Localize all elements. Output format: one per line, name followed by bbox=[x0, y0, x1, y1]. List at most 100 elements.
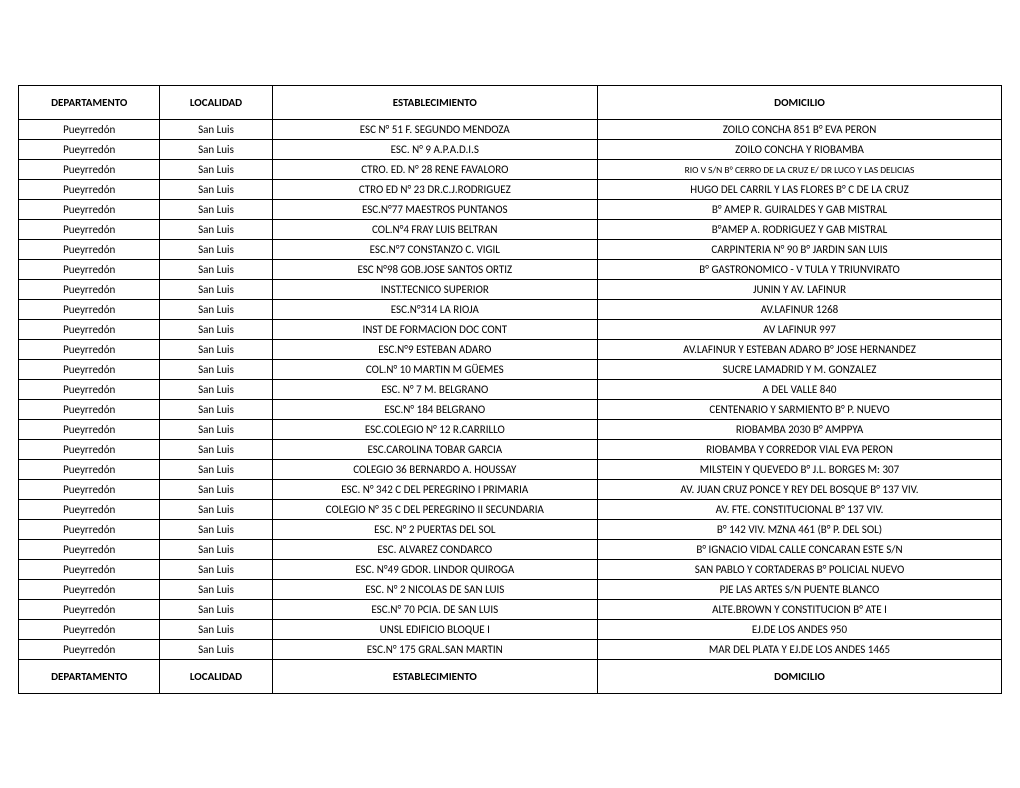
header-domicilio: DOMICILIO bbox=[598, 86, 1002, 120]
cell-departamento: Pueyrredón bbox=[19, 360, 160, 380]
cell-domicilio: MAR DEL PLATA Y EJ.DE LOS ANDES 1465 bbox=[598, 640, 1002, 660]
table-row: PueyrredónSan LuisINST.TECNICO SUPERIORJ… bbox=[19, 280, 1002, 300]
cell-establecimiento: ESC.N° 175 GRAL.SAN MARTIN bbox=[272, 640, 597, 660]
cell-domicilio: RIO V S/N B° CERRO DE LA CRUZ E/ DR LUCO… bbox=[598, 160, 1002, 180]
cell-departamento: Pueyrredón bbox=[19, 540, 160, 560]
cell-establecimiento: ESC.COLEGIO N° 12 R.CARRILLO bbox=[272, 420, 597, 440]
table-row: PueyrredónSan LuisCOLEGIO N° 35 C DEL PE… bbox=[19, 500, 1002, 520]
cell-departamento: Pueyrredón bbox=[19, 260, 160, 280]
cell-localidad: San Luis bbox=[160, 520, 272, 540]
cell-establecimiento: ESC. N° 342 C DEL PEREGRINO I PRIMARIA bbox=[272, 480, 597, 500]
data-table: DEPARTAMENTO LOCALIDAD ESTABLECIMIENTO D… bbox=[18, 85, 1002, 694]
footer-row: DEPARTAMENTO LOCALIDAD ESTABLECIMIENTO D… bbox=[19, 660, 1002, 694]
table-row: PueyrredónSan LuisESC. N° 2 PUERTAS DEL … bbox=[19, 520, 1002, 540]
cell-departamento: Pueyrredón bbox=[19, 640, 160, 660]
header-localidad: LOCALIDAD bbox=[160, 86, 272, 120]
cell-departamento: Pueyrredón bbox=[19, 200, 160, 220]
cell-departamento: Pueyrredón bbox=[19, 560, 160, 580]
cell-departamento: Pueyrredón bbox=[19, 460, 160, 480]
cell-localidad: San Luis bbox=[160, 640, 272, 660]
cell-departamento: Pueyrredón bbox=[19, 440, 160, 460]
cell-domicilio: AV.LAFINUR 1268 bbox=[598, 300, 1002, 320]
cell-domicilio: B° AMEP R. GUIRALDES Y GAB MISTRAL bbox=[598, 200, 1002, 220]
cell-localidad: San Luis bbox=[160, 620, 272, 640]
table-row: PueyrredónSan LuisCOL.N°4 FRAY LUIS BELT… bbox=[19, 220, 1002, 240]
header-row: DEPARTAMENTO LOCALIDAD ESTABLECIMIENTO D… bbox=[19, 86, 1002, 120]
cell-domicilio: PJE LAS ARTES S/N PUENTE BLANCO bbox=[598, 580, 1002, 600]
table-footer: DEPARTAMENTO LOCALIDAD ESTABLECIMIENTO D… bbox=[19, 660, 1002, 694]
cell-establecimiento: ESC.N°77 MAESTROS PUNTANOS bbox=[272, 200, 597, 220]
table-row: PueyrredónSan LuisESC.N° 70 PCIA. DE SAN… bbox=[19, 600, 1002, 620]
cell-departamento: Pueyrredón bbox=[19, 180, 160, 200]
cell-domicilio: B° IGNACIO VIDAL CALLE CONCARAN ESTE S/N bbox=[598, 540, 1002, 560]
cell-domicilio: ZOILO CONCHA Y RIOBAMBA bbox=[598, 140, 1002, 160]
cell-localidad: San Luis bbox=[160, 120, 272, 140]
cell-establecimiento: COLEGIO 36 BERNARDO A. HOUSSAY bbox=[272, 460, 597, 480]
table-row: PueyrredónSan LuisCOL.N° 10 MARTIN M GÜE… bbox=[19, 360, 1002, 380]
footer-localidad: LOCALIDAD bbox=[160, 660, 272, 694]
cell-domicilio: AV LAFINUR 997 bbox=[598, 320, 1002, 340]
cell-localidad: San Luis bbox=[160, 300, 272, 320]
cell-establecimiento: INST DE FORMACION DOC CONT bbox=[272, 320, 597, 340]
table-row: PueyrredónSan LuisESC.N°314 LA RIOJAAV.L… bbox=[19, 300, 1002, 320]
cell-localidad: San Luis bbox=[160, 460, 272, 480]
cell-establecimiento: UNSL EDIFICIO BLOQUE I bbox=[272, 620, 597, 640]
cell-departamento: Pueyrredón bbox=[19, 380, 160, 400]
cell-localidad: San Luis bbox=[160, 360, 272, 380]
cell-departamento: Pueyrredón bbox=[19, 520, 160, 540]
cell-establecimiento: ESC. N° 2 PUERTAS DEL SOL bbox=[272, 520, 597, 540]
table-row: PueyrredónSan LuisESC. N°49 GDOR. LINDOR… bbox=[19, 560, 1002, 580]
cell-departamento: Pueyrredón bbox=[19, 400, 160, 420]
table-row: PueyrredónSan LuisESC N° 51 F. SEGUNDO M… bbox=[19, 120, 1002, 140]
cell-establecimiento: ESC.N°9 ESTEBAN ADARO bbox=[272, 340, 597, 360]
cell-departamento: Pueyrredón bbox=[19, 220, 160, 240]
cell-establecimiento: ESC N° 51 F. SEGUNDO MENDOZA bbox=[272, 120, 597, 140]
cell-localidad: San Luis bbox=[160, 240, 272, 260]
cell-establecimiento: CTRO. ED. N° 28 RENE FAVALORO bbox=[272, 160, 597, 180]
cell-domicilio: ALTE.BROWN Y CONSTITUCION B° ATE I bbox=[598, 600, 1002, 620]
table-row: PueyrredónSan LuisESC.CAROLINA TOBAR GAR… bbox=[19, 440, 1002, 460]
cell-domicilio: ZOILO CONCHA 851 B° EVA PERON bbox=[598, 120, 1002, 140]
cell-establecimiento: ESC.N°314 LA RIOJA bbox=[272, 300, 597, 320]
cell-departamento: Pueyrredón bbox=[19, 320, 160, 340]
cell-domicilio: SUCRE LAMADRID Y M. GONZALEZ bbox=[598, 360, 1002, 380]
cell-establecimiento: INST.TECNICO SUPERIOR bbox=[272, 280, 597, 300]
cell-localidad: San Luis bbox=[160, 560, 272, 580]
table-row: PueyrredónSan LuisESC.N° 184 BELGRANOCEN… bbox=[19, 400, 1002, 420]
cell-localidad: San Luis bbox=[160, 580, 272, 600]
cell-establecimiento: ESC.CAROLINA TOBAR GARCIA bbox=[272, 440, 597, 460]
cell-establecimiento: ESC.N° 184 BELGRANO bbox=[272, 400, 597, 420]
cell-establecimiento: COLEGIO N° 35 C DEL PEREGRINO II SECUNDA… bbox=[272, 500, 597, 520]
cell-establecimiento: ESC. N° 7 M. BELGRANO bbox=[272, 380, 597, 400]
cell-domicilio: HUGO DEL CARRIL Y LAS FLORES B° C DE LA … bbox=[598, 180, 1002, 200]
cell-departamento: Pueyrredón bbox=[19, 160, 160, 180]
footer-domicilio: DOMICILIO bbox=[598, 660, 1002, 694]
table-row: PueyrredónSan LuisESC. N° 2 NICOLAS DE S… bbox=[19, 580, 1002, 600]
cell-departamento: Pueyrredón bbox=[19, 580, 160, 600]
table-row: PueyrredónSan LuisESC N°98 GOB.JOSE SANT… bbox=[19, 260, 1002, 280]
cell-domicilio: JUNIN Y AV. LAFINUR bbox=[598, 280, 1002, 300]
cell-domicilio: B° 142 VIV. MZNA 461 (B° P. DEL SOL) bbox=[598, 520, 1002, 540]
cell-establecimiento: ESC.N°7 CONSTANZO C. VIGIL bbox=[272, 240, 597, 260]
cell-localidad: San Luis bbox=[160, 260, 272, 280]
cell-localidad: San Luis bbox=[160, 280, 272, 300]
cell-departamento: Pueyrredón bbox=[19, 500, 160, 520]
cell-domicilio: RIOBAMBA 2030 B° AMPPYA bbox=[598, 420, 1002, 440]
cell-establecimiento: ESC. ALVAREZ CONDARCO bbox=[272, 540, 597, 560]
cell-domicilio: B°AMEP A. RODRIGUEZ Y GAB MISTRAL bbox=[598, 220, 1002, 240]
cell-establecimiento: ESC. N° 2 NICOLAS DE SAN LUIS bbox=[272, 580, 597, 600]
table-row: PueyrredónSan LuisCOLEGIO 36 BERNARDO A.… bbox=[19, 460, 1002, 480]
table-row: PueyrredónSan LuisESC. N° 9 A.P.A.D.I.SZ… bbox=[19, 140, 1002, 160]
cell-departamento: Pueyrredón bbox=[19, 340, 160, 360]
header-departamento: DEPARTAMENTO bbox=[19, 86, 160, 120]
table-row: PueyrredónSan LuisESC.N°9 ESTEBAN ADAROA… bbox=[19, 340, 1002, 360]
cell-domicilio: AV.LAFINUR Y ESTEBAN ADARO B° JOSE HERNA… bbox=[598, 340, 1002, 360]
cell-domicilio: RIOBAMBA Y CORREDOR VIAL EVA PERON bbox=[598, 440, 1002, 460]
cell-localidad: San Luis bbox=[160, 220, 272, 240]
footer-departamento: DEPARTAMENTO bbox=[19, 660, 160, 694]
table-row: PueyrredónSan LuisCTRO ED N° 23 DR.C.J.R… bbox=[19, 180, 1002, 200]
table-row: PueyrredónSan LuisUNSL EDIFICIO BLOQUE I… bbox=[19, 620, 1002, 640]
cell-establecimiento: COL.N° 10 MARTIN M GÜEMES bbox=[272, 360, 597, 380]
cell-localidad: San Luis bbox=[160, 200, 272, 220]
cell-domicilio: MILSTEIN Y QUEVEDO B° J.L. BORGES M: 307 bbox=[598, 460, 1002, 480]
